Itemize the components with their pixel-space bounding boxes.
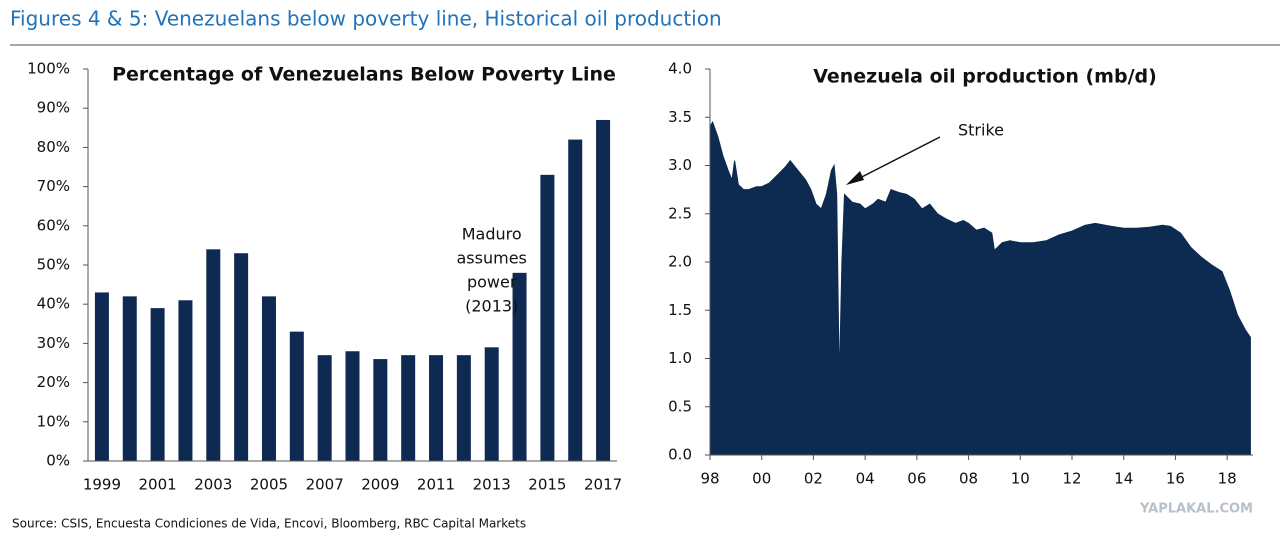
x-tick-label: 04 [856, 470, 875, 488]
watermark: YAPLAKAL.COM [1139, 502, 1253, 517]
y-tick-label: 90% [37, 99, 70, 117]
x-tick-label: 2009 [361, 476, 399, 494]
x-tick-label: 2001 [139, 476, 177, 494]
bar [178, 300, 193, 461]
bar [261, 296, 276, 461]
y-tick-label: 3.5 [668, 108, 692, 126]
x-tick-label: 12 [1062, 470, 1081, 488]
bar [289, 331, 304, 461]
bar [206, 249, 221, 461]
y-tick-label: 80% [37, 138, 70, 156]
annotation: (2013) [465, 297, 518, 316]
strike-arrowhead [846, 171, 864, 185]
bar [122, 296, 137, 461]
y-tick-label: 70% [37, 177, 70, 195]
chart-title: Venezuela oil production (mb/d) [813, 66, 1157, 88]
bar [94, 292, 109, 461]
bar [596, 119, 611, 462]
bar [484, 347, 499, 461]
source: Source: CSIS, Encuesta Condiciones de Vi… [12, 517, 526, 531]
bar [373, 359, 388, 461]
y-tick-label: 1.5 [668, 301, 692, 319]
annotation: assumes [457, 249, 527, 268]
page-title: Figures 4 & 5: Venezuelans below poverty… [10, 7, 722, 31]
y-tick-label: 2.0 [668, 253, 692, 271]
y-tick-label: 50% [37, 256, 70, 274]
bar [234, 253, 249, 461]
x-tick-label: 2015 [528, 476, 566, 494]
y-tick-label: 2.5 [668, 204, 692, 222]
bar [568, 139, 583, 461]
bar [540, 174, 555, 461]
x-tick-label: 2011 [417, 476, 455, 494]
bar [317, 355, 332, 461]
annotation: Maduro [462, 225, 522, 244]
x-tick-label: 10 [1011, 470, 1030, 488]
y-tick-label: 0.5 [668, 397, 692, 415]
annotation: Strike [958, 121, 1004, 140]
bar [150, 308, 165, 461]
y-tick-label: 30% [37, 334, 70, 352]
x-tick-label: 06 [907, 470, 926, 488]
y-tick-label: 4.0 [668, 60, 692, 78]
x-tick-label: 02 [804, 470, 823, 488]
x-tick-label: 00 [752, 470, 771, 488]
y-tick-label: 10% [37, 412, 70, 430]
x-tick-label: 2007 [306, 476, 344, 494]
x-tick-label: 1999 [83, 476, 121, 494]
y-tick-label: 1.0 [668, 349, 692, 367]
bar [429, 355, 444, 461]
bar [345, 351, 360, 461]
x-tick-label: 16 [1166, 470, 1185, 488]
y-tick-label: 3.0 [668, 156, 692, 174]
annotation: power [467, 273, 517, 292]
bar [401, 355, 416, 461]
x-tick-label: 2005 [250, 476, 288, 494]
y-tick-label: 0.0 [668, 446, 692, 464]
x-tick-label: 2013 [473, 476, 511, 494]
area [709, 120, 1251, 456]
x-tick-label: 98 [700, 470, 719, 488]
x-tick-label: 14 [1114, 470, 1133, 488]
strike-arrow [849, 136, 941, 184]
bar [456, 355, 471, 461]
x-tick-label: 2003 [194, 476, 232, 494]
x-tick-label: 08 [959, 470, 978, 488]
y-tick-label: 40% [37, 295, 70, 313]
x-tick-label: 18 [1218, 470, 1237, 488]
y-tick-label: 0% [46, 452, 70, 470]
y-tick-label: 20% [37, 373, 70, 391]
bar [512, 272, 527, 461]
x-tick-label: 2017 [584, 476, 622, 494]
y-tick-label: 100% [27, 60, 70, 78]
chart-title: Percentage of Venezuelans Below Poverty … [112, 64, 616, 86]
y-tick-label: 60% [37, 216, 70, 234]
